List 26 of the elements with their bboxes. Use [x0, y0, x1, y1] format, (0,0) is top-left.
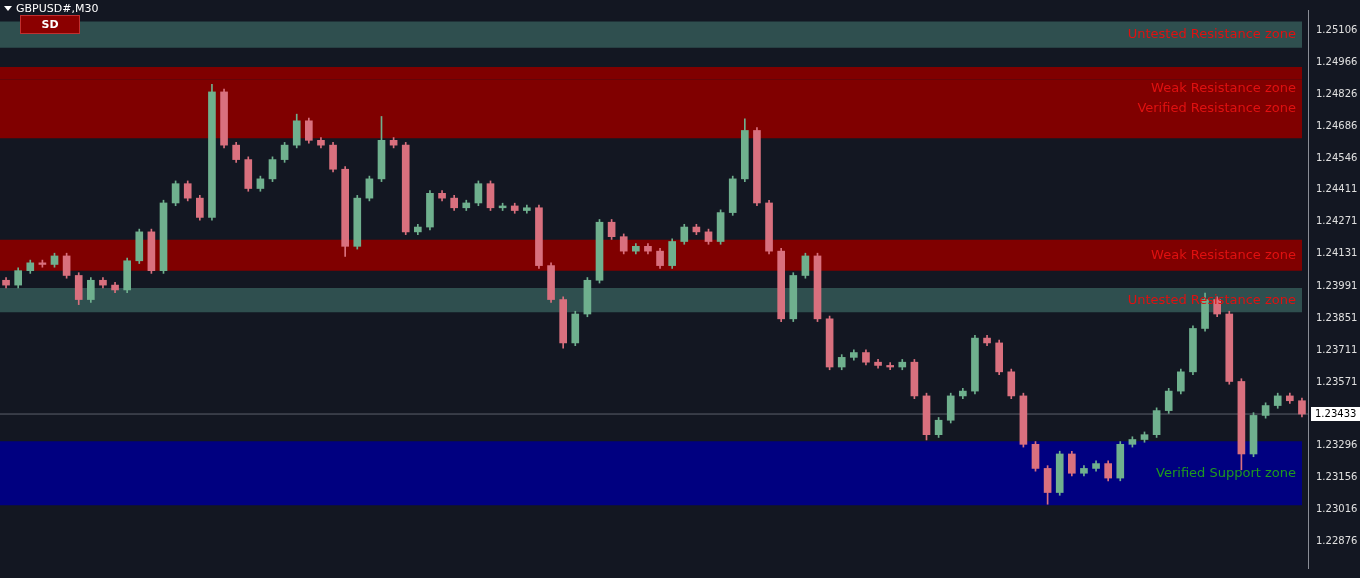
y-tick-label: 1.23156 [1316, 471, 1358, 483]
button: SD [20, 15, 80, 34]
y-tick-label: 1.24546 [1316, 152, 1358, 164]
y-tick-label: 1.22876 [1316, 535, 1358, 547]
y-tick-label: 1.24966 [1316, 55, 1358, 67]
y-tick-label: 1.24411 [1316, 183, 1358, 195]
ref-line-label: 1.23433 [1315, 407, 1357, 419]
band-label: Untested Resistance zone [1127, 291, 1296, 307]
y-tick-label: 1.23296 [1316, 439, 1358, 451]
band-label: Verified Resistance zone [1137, 100, 1296, 116]
y-tick-label: 1.23851 [1316, 311, 1358, 323]
chart-title: GBPUSD#,M30 [16, 2, 99, 15]
y-tick-label: 1.24271 [1316, 215, 1358, 227]
band-label: Weak Resistance zone [1151, 246, 1296, 262]
y-tick-label: 1.23711 [1316, 343, 1358, 355]
y-tick-label: 1.25106 [1316, 23, 1358, 35]
y-tick-label: 1.24686 [1316, 120, 1358, 132]
y-tick-label: 1.24826 [1316, 88, 1358, 100]
band-label: Untested Resistance zone [1127, 25, 1296, 41]
y-tick-label: 1.23571 [1316, 375, 1358, 387]
band-label: Weak Resistance zone [1151, 79, 1296, 95]
y-tick-label: 1.23016 [1316, 503, 1358, 515]
band-label: Verified Support zone [1156, 464, 1296, 480]
y-tick-label: 1.23991 [1316, 279, 1358, 291]
candlestick [886, 362, 894, 371]
y-tick-label: 1.24131 [1316, 247, 1358, 259]
